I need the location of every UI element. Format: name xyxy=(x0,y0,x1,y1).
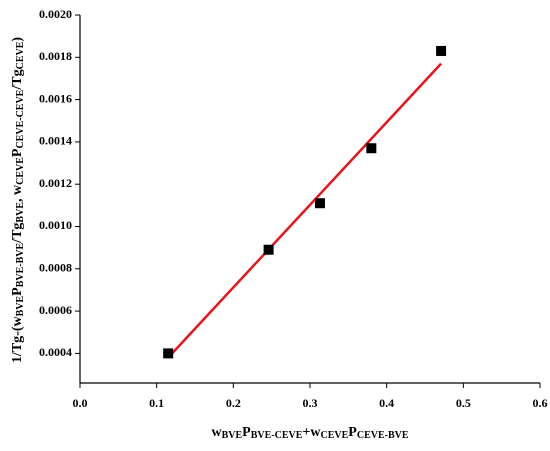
data-point xyxy=(163,348,174,359)
y-tick-label: 0.0010 xyxy=(39,218,72,232)
y-tick-label: 0.0020 xyxy=(39,7,72,21)
label-part: BVE xyxy=(15,296,26,317)
label-part: 1/Tg-(w xyxy=(10,316,25,364)
label-part: , w xyxy=(10,184,25,202)
label-part: BVE xyxy=(222,430,243,441)
label-part: ) xyxy=(10,37,25,42)
label-part: CEVE-BVE xyxy=(357,430,409,441)
x-tick-label: 0.3 xyxy=(303,396,318,410)
label-part: CEVE-CEVE xyxy=(15,89,26,148)
data-point xyxy=(263,244,274,255)
x-tick-label: 0.6 xyxy=(533,396,548,410)
x-tick-label: 0.1 xyxy=(149,396,164,410)
label-part: BVE-BVE xyxy=(15,242,26,287)
label-part: +w xyxy=(302,425,321,440)
data-point xyxy=(436,45,447,56)
label-part: P xyxy=(10,148,25,157)
label-part: BVE xyxy=(15,202,26,223)
label-part: BVE-CEVE xyxy=(251,430,303,441)
y-tick-label: 0.0012 xyxy=(39,176,72,190)
y-axis-label: 1/Tg-(wBVEPBVE-BVE/TgBVE, wCEVEPCEVE-CEV… xyxy=(10,37,26,363)
y-tick-label: 0.0004 xyxy=(39,345,72,359)
label-part: CEVE xyxy=(320,430,348,441)
x-axis-label: wBVEPBVE-CEVE+wCEVEPCEVE-BVE xyxy=(211,425,408,441)
x-tick-label: 0.0 xyxy=(73,396,88,410)
label-part: P xyxy=(10,287,25,296)
x-tick-label: 0.2 xyxy=(226,396,241,410)
label-part: P xyxy=(242,425,251,440)
x-tick-label: 0.4 xyxy=(379,396,394,410)
y-tick-label: 0.0018 xyxy=(39,49,72,63)
label-part: /Tg xyxy=(10,69,25,90)
y-tick-label: 0.0016 xyxy=(39,91,72,105)
y-tick-label: 0.0008 xyxy=(39,261,72,275)
label-part: CEVE xyxy=(15,157,26,185)
label-part: /Tg xyxy=(10,223,25,244)
data-point xyxy=(314,198,325,209)
label-part: CEVE xyxy=(15,41,26,69)
label-part: P xyxy=(348,425,357,440)
data-point xyxy=(366,143,377,154)
fit-line xyxy=(167,62,443,359)
y-tick-label: 0.0014 xyxy=(39,134,72,148)
label-part: w xyxy=(211,425,222,440)
x-tick-label: 0.5 xyxy=(456,396,471,410)
y-tick-label: 0.0006 xyxy=(39,303,72,317)
